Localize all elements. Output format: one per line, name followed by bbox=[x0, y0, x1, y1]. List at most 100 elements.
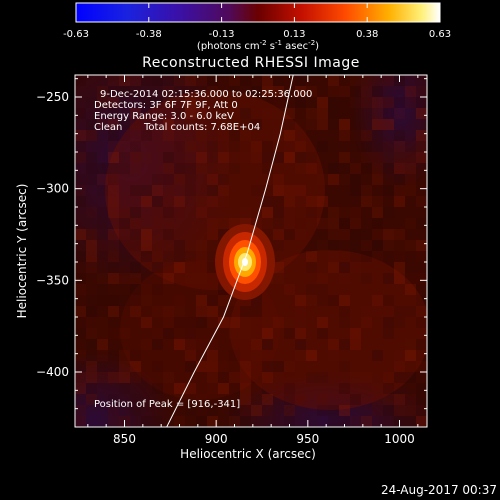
heatmap-pixel bbox=[75, 251, 86, 262]
heatmap-pixel bbox=[295, 306, 306, 317]
heatmap-pixel bbox=[108, 262, 119, 273]
heatmap-pixel bbox=[372, 207, 383, 218]
heatmap-pixel bbox=[416, 394, 427, 405]
heatmap-pixel bbox=[328, 416, 339, 427]
heatmap-pixel bbox=[97, 97, 108, 108]
heatmap-pixel bbox=[317, 273, 328, 284]
heatmap-pixel bbox=[174, 196, 185, 207]
heatmap-pixel bbox=[273, 273, 284, 284]
heatmap-pixel bbox=[207, 416, 218, 427]
heatmap-pixel bbox=[339, 108, 350, 119]
heatmap-pixel bbox=[339, 262, 350, 273]
heatmap-pixel bbox=[141, 317, 152, 328]
heatmap-pixel bbox=[119, 86, 130, 97]
heatmap-pixel bbox=[273, 97, 284, 108]
heatmap-pixel bbox=[350, 185, 361, 196]
heatmap-pixel bbox=[185, 163, 196, 174]
heatmap-pixel bbox=[75, 174, 86, 185]
heatmap-pixel bbox=[350, 119, 361, 130]
heatmap-pixel bbox=[229, 163, 240, 174]
heatmap-pixel bbox=[361, 339, 372, 350]
heatmap-pixel bbox=[86, 306, 97, 317]
heatmap-pixel bbox=[229, 141, 240, 152]
heatmap-pixel bbox=[361, 130, 372, 141]
heatmap-pixel bbox=[152, 207, 163, 218]
heatmap-pixel bbox=[185, 273, 196, 284]
heatmap-pixel bbox=[394, 350, 405, 361]
heatmap-pixel bbox=[86, 339, 97, 350]
heatmap-pixel bbox=[207, 405, 218, 416]
heatmap-pixel bbox=[361, 273, 372, 284]
heatmap-pixel bbox=[174, 339, 185, 350]
heatmap-pixel bbox=[306, 152, 317, 163]
heatmap-pixel bbox=[405, 174, 416, 185]
heatmap-pixel bbox=[86, 383, 97, 394]
heatmap-pixel bbox=[185, 108, 196, 119]
heatmap-pixel bbox=[130, 75, 141, 86]
heatmap-pixel bbox=[207, 295, 218, 306]
y-tick-label: −300 bbox=[36, 182, 69, 196]
heatmap-pixel bbox=[163, 174, 174, 185]
heatmap-pixel bbox=[372, 405, 383, 416]
heatmap-pixel bbox=[361, 97, 372, 108]
heatmap-pixel bbox=[317, 97, 328, 108]
heatmap-pixel bbox=[339, 119, 350, 130]
heatmap-pixel bbox=[284, 328, 295, 339]
heatmap-pixel bbox=[75, 306, 86, 317]
heatmap-pixel bbox=[97, 174, 108, 185]
heatmap-pixel bbox=[218, 372, 229, 383]
heatmap-pixel bbox=[163, 218, 174, 229]
heatmap-pixel bbox=[273, 240, 284, 251]
heatmap-pixel bbox=[163, 185, 174, 196]
heatmap-pixel bbox=[97, 317, 108, 328]
heatmap-pixel bbox=[372, 317, 383, 328]
heatmap-pixel bbox=[416, 97, 427, 108]
heatmap-pixel bbox=[339, 86, 350, 97]
heatmap-pixel bbox=[240, 119, 251, 130]
heatmap-image bbox=[75, 75, 427, 427]
heatmap-pixel bbox=[328, 207, 339, 218]
heatmap-pixel bbox=[86, 262, 97, 273]
heatmap-pixel bbox=[152, 383, 163, 394]
heatmap-pixel bbox=[163, 119, 174, 130]
heatmap-pixel bbox=[251, 207, 262, 218]
heatmap-pixel bbox=[416, 196, 427, 207]
heatmap-pixel bbox=[361, 306, 372, 317]
heatmap-pixel bbox=[284, 119, 295, 130]
heatmap-pixel bbox=[317, 174, 328, 185]
heatmap-pixel bbox=[284, 394, 295, 405]
heatmap-pixel bbox=[229, 86, 240, 97]
heatmap-pixel bbox=[163, 328, 174, 339]
heatmap-pixel bbox=[416, 174, 427, 185]
heatmap-pixel bbox=[372, 152, 383, 163]
heatmap-pixel bbox=[339, 361, 350, 372]
heatmap-pixel bbox=[141, 416, 152, 427]
heatmap-pixel bbox=[394, 251, 405, 262]
heatmap-pixel bbox=[372, 361, 383, 372]
heatmap-pixel bbox=[416, 218, 427, 229]
heatmap-pixel bbox=[196, 394, 207, 405]
heatmap-pixel bbox=[141, 284, 152, 295]
heatmap-pixel bbox=[372, 119, 383, 130]
heatmap-pixel bbox=[372, 394, 383, 405]
heatmap-pixel bbox=[207, 185, 218, 196]
heatmap-pixel bbox=[108, 240, 119, 251]
y-axis-label: Heliocentric Y (arcsec) bbox=[15, 184, 29, 319]
heatmap-pixel bbox=[350, 394, 361, 405]
heatmap-pixel bbox=[372, 108, 383, 119]
heatmap-pixel bbox=[141, 339, 152, 350]
heatmap-pixel bbox=[163, 196, 174, 207]
heatmap-pixel bbox=[130, 284, 141, 295]
heatmap-pixel bbox=[196, 207, 207, 218]
heatmap-pixel bbox=[284, 218, 295, 229]
heatmap-pixel bbox=[207, 317, 218, 328]
heatmap-pixel bbox=[317, 317, 328, 328]
heatmap-pixel bbox=[383, 328, 394, 339]
heatmap-pixel bbox=[108, 416, 119, 427]
heatmap-pixel bbox=[405, 86, 416, 97]
heatmap-pixel bbox=[317, 372, 328, 383]
heatmap-pixel bbox=[119, 372, 130, 383]
heatmap-pixel bbox=[86, 119, 97, 130]
heatmap-pixel bbox=[339, 130, 350, 141]
